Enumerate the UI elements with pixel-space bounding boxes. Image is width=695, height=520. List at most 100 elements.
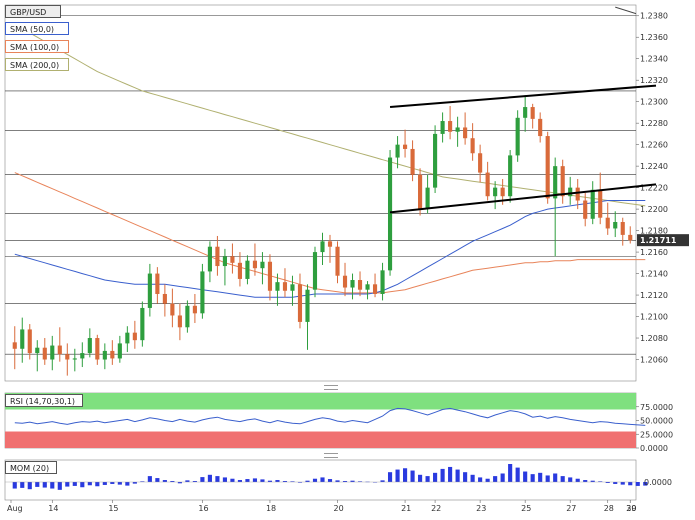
- x-tick-label: 20: [334, 504, 344, 513]
- candle-body: [628, 234, 633, 241]
- y-tick-label: 1.2380: [640, 12, 668, 21]
- legend-sma50[interactable]: SMA (50,0): [5, 22, 69, 35]
- mom-bar: [117, 482, 122, 485]
- candle-body: [192, 305, 197, 314]
- candle-body: [72, 358, 77, 360]
- mom-bar: [147, 476, 152, 482]
- mom-bar: [560, 476, 565, 482]
- candle-body: [12, 342, 17, 349]
- mom-bar: [635, 482, 640, 486]
- candle-body: [237, 262, 242, 279]
- mom-bar: [282, 481, 288, 482]
- candle-body: [598, 189, 603, 218]
- mom-bar: [568, 477, 573, 482]
- mom-bar: [523, 471, 528, 482]
- pane-resize-handle-2[interactable]: [324, 453, 338, 458]
- mom-bar: [590, 480, 595, 482]
- candle-body: [433, 133, 438, 188]
- candle-body: [305, 289, 310, 322]
- mom-bar: [35, 482, 40, 487]
- mom-bar: [230, 478, 235, 482]
- mom-bar: [27, 482, 32, 490]
- candle-body: [132, 332, 137, 341]
- mom-bar: [327, 479, 333, 482]
- y-tick-label: 1.2220: [640, 184, 668, 193]
- candle-body: [177, 315, 182, 328]
- mom-bar: [403, 468, 408, 482]
- candle-body: [523, 107, 528, 118]
- pane-resize-handle-1[interactable]: [324, 385, 338, 390]
- mom-bar: [80, 482, 85, 488]
- candle-body: [455, 127, 460, 132]
- candle-body: [222, 256, 227, 267]
- x-tick-label: 27: [566, 504, 576, 513]
- legend-rsi[interactable]: RSI (14,70,30,1): [5, 394, 83, 407]
- candle-body: [230, 256, 235, 263]
- mom-bar: [260, 479, 265, 482]
- y-tick-label: 1.2100: [640, 313, 668, 322]
- candle-body: [140, 307, 145, 341]
- mom-bar: [110, 482, 115, 484]
- current-price-tag: [637, 234, 689, 247]
- candle-body: [613, 222, 618, 229]
- mom-bar: [42, 482, 47, 488]
- legend-sma200[interactable]: SMA (200,0): [5, 58, 69, 71]
- rsi-tick-label: 0.0000: [640, 444, 668, 453]
- candle-body: [365, 284, 370, 290]
- mom-bar: [275, 480, 280, 482]
- y-tick-label: 1.2080: [640, 334, 668, 343]
- y-tick-label: 1.2300: [640, 98, 668, 107]
- sma100-line: [14, 172, 646, 294]
- mom-bar: [102, 482, 107, 485]
- mom-tick-label: 0.0000: [644, 478, 672, 487]
- mom-bar: [87, 482, 92, 486]
- candle-body: [87, 338, 92, 354]
- mom-bar: [192, 481, 197, 482]
- mom-bar: [605, 482, 610, 483]
- y-tick-label: 1.2060: [640, 356, 668, 365]
- mom-bar: [185, 480, 190, 482]
- candle-body: [275, 282, 280, 291]
- mom-bar: [140, 481, 145, 482]
- x-tick-label: 29: [626, 504, 636, 513]
- candle-body: [282, 282, 288, 291]
- mom-bar: [508, 464, 513, 482]
- candle-body: [478, 153, 483, 173]
- sma200-line: [14, 23, 646, 207]
- mom-bar: [200, 477, 205, 482]
- x-tick-label: 30: [626, 504, 636, 513]
- mom-bar: [50, 482, 55, 489]
- mom-bar: [290, 481, 295, 482]
- mom-bar: [207, 474, 212, 482]
- x-tick-label: 22: [431, 504, 441, 513]
- candle-body: [50, 345, 55, 360]
- candle-body: [162, 293, 167, 304]
- rsi-overbought-zone: [5, 393, 636, 410]
- mom-bar: [387, 472, 393, 482]
- x-tick-label: 14: [48, 504, 58, 513]
- candle-body: [515, 117, 520, 156]
- mom-bar: [267, 480, 273, 482]
- y-tick-label: 1.2180: [640, 227, 668, 236]
- candle-body: [42, 347, 47, 360]
- candle-body: [372, 284, 378, 294]
- legend-mom[interactable]: MOM (20): [5, 461, 57, 474]
- x-tick-label: 18: [266, 504, 276, 513]
- x-tick-label: 16: [198, 504, 208, 513]
- mom-bar: [342, 481, 348, 482]
- mom-bar: [237, 480, 242, 482]
- mom-bar: [628, 482, 633, 486]
- channel-line-upper: [389, 84, 657, 109]
- mom-bar: [598, 481, 603, 482]
- mom-bar: [65, 482, 70, 487]
- mom-bar: [357, 481, 363, 482]
- legend-sma100[interactable]: SMA (100,0): [5, 40, 69, 53]
- y-tick-label: 1.2140: [640, 270, 668, 279]
- mom-bar: [538, 472, 543, 482]
- candle-body: [357, 280, 363, 290]
- candle-body: [418, 174, 423, 210]
- mom-bar: [485, 478, 490, 482]
- mom-bar: [478, 477, 483, 482]
- candle-body: [207, 246, 212, 272]
